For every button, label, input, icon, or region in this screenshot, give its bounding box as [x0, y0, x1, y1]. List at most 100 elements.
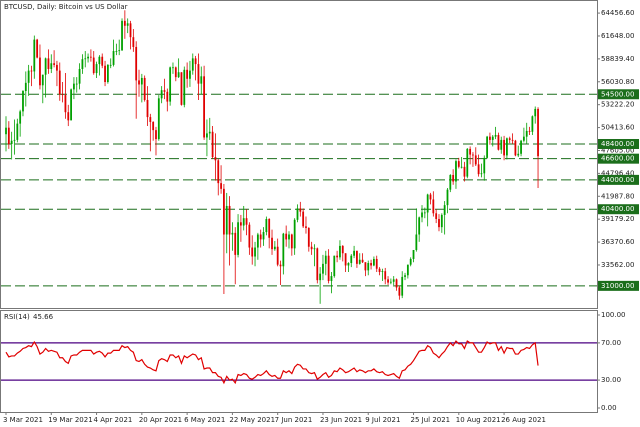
candle-body [322, 263, 324, 274]
candle-body [395, 279, 398, 288]
candle-body [106, 64, 109, 83]
candle-body [432, 199, 435, 214]
candle-body [78, 68, 81, 84]
y-tick-label: 64456.60 [601, 9, 634, 17]
y-tick-label: 70.00 [601, 339, 621, 347]
chart-title: BTCUSD, Daily: Bitcoin vs US Dollar [4, 3, 128, 11]
y-tick-label: 0.00 [601, 404, 617, 412]
level-label-box [598, 89, 639, 100]
x-tick-label: 25 Jul 2021 [411, 416, 451, 424]
x-tick-label: 9 Jul 2021 [365, 416, 400, 424]
rsi-panel [0, 310, 598, 413]
candle-body [506, 138, 508, 156]
candle-body [22, 90, 24, 112]
level-label: 46600.00 [601, 155, 634, 163]
candle-body [16, 123, 19, 140]
y-tick-label: 50413.60 [601, 124, 634, 132]
candle-body [203, 76, 205, 138]
candle-body [347, 263, 350, 266]
candle-body [169, 67, 172, 102]
candle-body [290, 234, 293, 249]
x-tick-label: 20 Apr 2021 [139, 416, 182, 424]
candle-body [409, 258, 412, 265]
candle-body [503, 139, 505, 156]
candle-body [282, 233, 285, 267]
candle-body [514, 140, 517, 156]
candle-body [87, 56, 89, 59]
candle-body [404, 275, 406, 277]
candle-body [92, 57, 95, 74]
candle-body [75, 83, 78, 85]
y-tick-label: 44796.40 [601, 169, 634, 177]
candle-body [497, 135, 500, 150]
candle-body [214, 157, 217, 161]
x-tick-label: 6 May 2021 [184, 416, 225, 424]
candle-body [367, 263, 370, 271]
candle-body [223, 188, 225, 235]
x-tick-label: 22 May 2021 [229, 416, 275, 424]
level-label-box [598, 153, 639, 164]
candle-body [19, 111, 22, 124]
candle-body [341, 245, 344, 254]
candle-body [435, 213, 438, 220]
candle-body [415, 234, 418, 250]
candle-body [155, 130, 157, 140]
candle-body [319, 273, 322, 281]
candle-body [285, 233, 288, 240]
candle-body [296, 208, 299, 220]
candle-body [316, 248, 319, 281]
candle-body [191, 58, 194, 71]
candle-body [511, 139, 514, 141]
candle-body [33, 39, 36, 72]
candle-body [361, 259, 364, 263]
candle-body [24, 82, 27, 91]
y-tick-label: 30.00 [601, 376, 621, 384]
candle-body [118, 50, 121, 52]
candle-body [101, 56, 104, 66]
candle-body [307, 227, 310, 247]
candle-body [494, 135, 497, 137]
candle-body [64, 95, 67, 113]
candle-body [378, 268, 381, 273]
level-label: 54500.00 [601, 90, 634, 98]
y-tick-label: 56030.80 [601, 78, 634, 86]
candle-body [508, 138, 511, 140]
candle-body [336, 255, 339, 258]
candle-body [279, 264, 282, 267]
candle-body [313, 248, 316, 250]
candle-body [418, 217, 421, 235]
candle-body [112, 51, 115, 65]
candle-body [324, 255, 327, 264]
candle-body [189, 70, 191, 79]
candle-body [528, 130, 531, 132]
level-label: 48400.00 [601, 140, 634, 148]
candle-body [143, 77, 146, 100]
candle-body [327, 255, 330, 281]
candle-body [452, 174, 455, 182]
candle-body [446, 189, 449, 206]
candle-body [225, 205, 228, 235]
candle-body [477, 164, 480, 175]
candle-body [288, 234, 290, 240]
x-tick-label: 19 Mar 2021 [48, 416, 92, 424]
candle-body [463, 166, 466, 177]
candle-body [90, 56, 92, 58]
y-tick-label: 41987.80 [601, 192, 634, 200]
candle-body [242, 218, 245, 226]
candle-body [138, 80, 140, 85]
candle-body [310, 246, 313, 250]
candle-body [211, 131, 214, 158]
candle-body [373, 258, 375, 266]
y-tick-label: 58839.40 [601, 55, 634, 63]
candle-body [104, 65, 106, 83]
candle-body [126, 23, 129, 26]
x-tick-label: 26 Aug 2021 [501, 416, 546, 424]
candle-body [177, 72, 180, 78]
candle-body [364, 262, 367, 271]
candle-body [330, 276, 333, 281]
candle-body [44, 58, 47, 75]
candle-body [27, 70, 30, 83]
candle-body [135, 46, 138, 81]
y-tick-label: 53222.20 [601, 101, 634, 109]
